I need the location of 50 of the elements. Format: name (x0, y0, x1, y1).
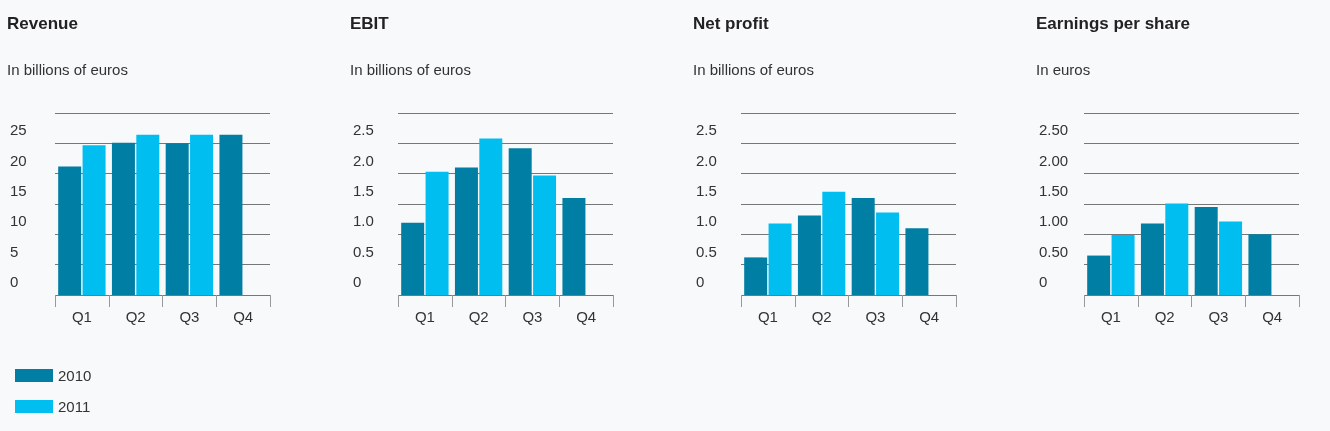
x-tick-label: Q2 (125, 308, 146, 325)
y-tick-label: 15 (10, 182, 27, 199)
chart-title: Revenue (7, 14, 78, 33)
y-tick-label: 2.0 (696, 151, 717, 169)
y-tick-label: 25 (10, 121, 27, 139)
y-tick-label: 0.5 (696, 242, 717, 260)
y-tick-label: 1.50 (1039, 182, 1069, 199)
chart-subtitle: In euros (1036, 61, 1091, 78)
y-tick-label: 2.5 (353, 121, 374, 139)
y-tick-label: 0 (1039, 273, 1048, 290)
y-tick-label: 0.50 (1039, 242, 1069, 260)
y-tick-label: 0 (696, 273, 705, 290)
chart-subtitle: In billions of euros (693, 61, 814, 78)
y-tick-label: 10 (10, 212, 27, 230)
x-tick-label: Q2 (468, 308, 489, 325)
y-tick-label: 1.5 (696, 182, 717, 199)
y-tick-label: 2.5 (696, 121, 717, 139)
x-tick-label: Q4 (919, 308, 940, 325)
y-tick-label: 20 (10, 151, 27, 169)
x-tick-label: Q3 (179, 308, 200, 325)
y-tick-label: 2.00 (1039, 151, 1069, 169)
y-tick-label: 0 (353, 273, 362, 290)
x-tick-label: Q3 (522, 308, 543, 325)
x-tick-label: Q3 (865, 308, 886, 325)
x-tick-label: Q4 (233, 308, 254, 325)
chart-subtitle: In billions of euros (350, 61, 471, 78)
x-tick-label: Q2 (811, 308, 832, 325)
chart-title: EBIT (350, 14, 390, 33)
y-tick-label: 1.0 (696, 212, 717, 230)
y-tick-label: 0.5 (353, 242, 374, 260)
y-tick-label: 1.00 (1039, 212, 1069, 230)
x-tick-label: Q1 (757, 308, 778, 325)
y-tick-label: 0 (10, 273, 19, 290)
y-tick-label: 1.0 (353, 212, 374, 230)
legend-label: 2011 (58, 398, 91, 415)
y-tick-label: 2.50 (1039, 121, 1069, 139)
y-tick-label: 1.5 (353, 182, 374, 199)
chart-title: Net profit (693, 14, 769, 33)
x-tick-label: Q4 (576, 308, 597, 325)
x-tick-label: Q1 (1100, 308, 1121, 325)
y-tick-label: 2.0 (353, 151, 374, 169)
legend-label: 2010 (58, 367, 92, 384)
y-tick-label: 5 (10, 242, 19, 260)
x-tick-label: Q3 (1208, 308, 1229, 325)
chart-title: Earnings per share (1036, 14, 1191, 33)
x-tick-label: Q1 (71, 308, 92, 325)
x-tick-label: Q2 (1154, 308, 1175, 325)
x-tick-label: Q1 (414, 308, 435, 325)
chart-subtitle: In billions of euros (7, 61, 128, 78)
x-tick-label: Q4 (1262, 308, 1283, 325)
